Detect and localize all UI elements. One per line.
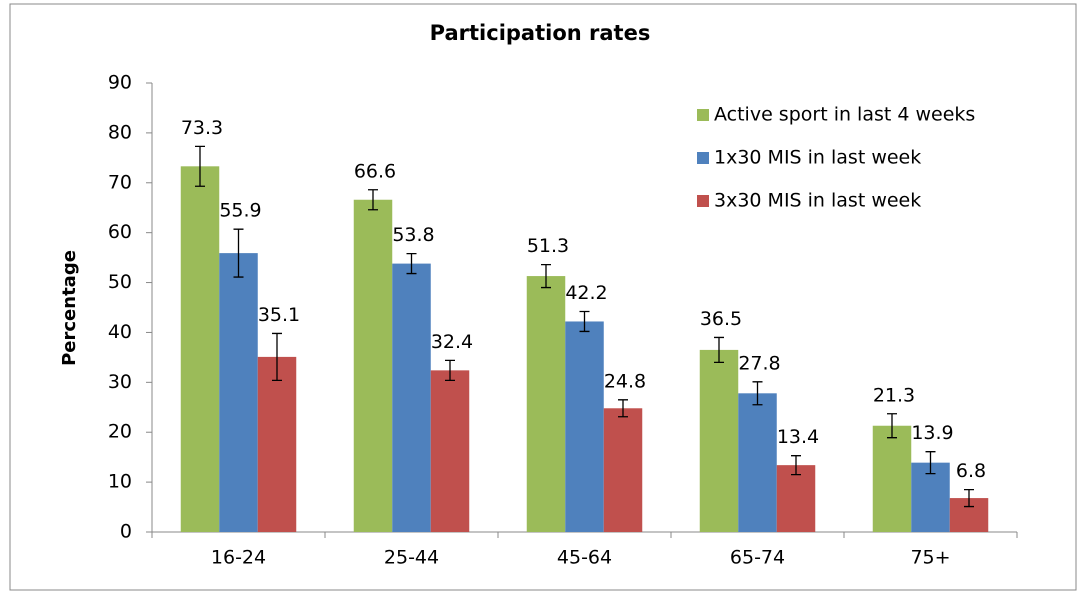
- error-bar: [579, 310, 590, 333]
- bar: [872, 425, 912, 532]
- value-label: 53.8: [392, 224, 434, 246]
- error-bar: [195, 145, 205, 187]
- value-label: 6.8: [956, 460, 986, 482]
- value-label: 42.2: [565, 282, 607, 304]
- bar: [430, 370, 470, 532]
- value-label: 36.5: [700, 308, 742, 330]
- bar: [603, 408, 643, 532]
- bar: [257, 356, 297, 532]
- bar: [738, 393, 777, 532]
- bar: [353, 199, 393, 533]
- y-tick-label: 40: [108, 321, 132, 343]
- x-tick-label: 65-74: [730, 547, 785, 569]
- y-tick-label: 30: [108, 371, 132, 393]
- y-tick-label: 80: [108, 121, 132, 143]
- legend-swatch: [697, 109, 709, 121]
- value-label: 51.3: [527, 235, 569, 257]
- bar: [699, 349, 739, 532]
- error-bar: [618, 399, 628, 418]
- value-label: 21.3: [873, 384, 915, 406]
- legend-label: 1x30 MIS in last week: [714, 147, 921, 169]
- legend-swatch: [697, 195, 709, 207]
- error-bar: [714, 336, 724, 364]
- y-tick-label: 20: [108, 421, 132, 443]
- value-label: 27.8: [738, 352, 780, 374]
- error-bar: [887, 413, 897, 439]
- value-label: 55.9: [219, 200, 261, 222]
- error-bar: [368, 189, 378, 211]
- bar: [180, 166, 220, 532]
- x-tick-label: 25-44: [384, 547, 439, 569]
- error-bar: [233, 228, 244, 278]
- bar: [776, 465, 816, 532]
- error-bar: [272, 332, 282, 381]
- bar: [526, 276, 566, 532]
- y-tick-label: 60: [108, 221, 132, 243]
- y-tick-label: 70: [108, 171, 132, 193]
- error-bar: [925, 451, 936, 475]
- bar: [219, 253, 258, 533]
- error-bar: [406, 252, 417, 275]
- x-tick-label: 16-24: [211, 547, 266, 569]
- y-axis-label: Percentage: [59, 250, 80, 366]
- value-label: 35.1: [258, 304, 300, 326]
- y-tick-label: 0: [120, 521, 132, 543]
- error-bar: [541, 263, 551, 289]
- legend-swatch: [697, 152, 709, 164]
- legend-label: 3x30 MIS in last week: [714, 190, 921, 212]
- value-label: 13.4: [777, 426, 819, 448]
- value-label: 32.4: [431, 331, 473, 353]
- error-bar: [791, 455, 801, 476]
- chart-title: Participation rates: [430, 21, 651, 45]
- error-bar: [752, 381, 763, 406]
- y-tick-label: 10: [108, 471, 132, 493]
- bar: [565, 321, 604, 532]
- y-tick-label: 90: [108, 72, 132, 94]
- error-bar: [445, 359, 455, 381]
- error-bar: [964, 488, 974, 508]
- x-tick-label: 75+: [910, 547, 950, 569]
- legend-label: Active sport in last 4 weeks: [714, 104, 975, 126]
- value-label: 73.3: [181, 117, 223, 139]
- value-label: 24.8: [604, 370, 646, 392]
- value-label: 66.6: [354, 160, 396, 182]
- bar: [392, 263, 431, 532]
- y-tick-label: 50: [108, 271, 132, 293]
- value-label: 13.9: [911, 422, 953, 444]
- x-tick-label: 45-64: [557, 547, 612, 569]
